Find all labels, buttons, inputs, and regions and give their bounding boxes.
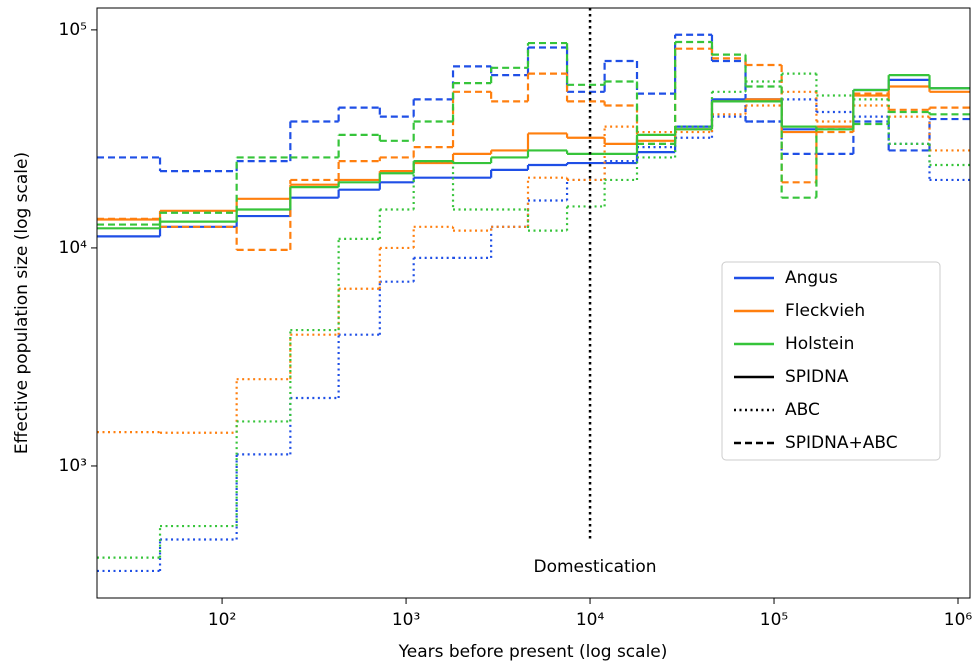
x-axis-label: Years before present (log scale) (398, 642, 668, 662)
plot-frame (96, 7, 971, 599)
legend-label: ABC (785, 400, 820, 420)
y-tick-label: 10⁵ (59, 20, 87, 40)
legend-box (721, 261, 941, 461)
annotation-text: Domestication (533, 557, 656, 577)
legend-label: SPIDNA (785, 367, 849, 387)
legend-label: Holstein (785, 334, 854, 354)
legend-label: SPIDNA+ABC (785, 433, 898, 453)
y-axis-label: Effective population size (log scale) (12, 152, 32, 454)
y-tick-label: 10⁴ (59, 238, 88, 258)
legend-label: Angus (785, 268, 838, 288)
legend: Angus Fleckvieh Holstein SPIDNA ABC SPIDNA+AB… (721, 261, 941, 461)
x-tick-label: 10⁴ (576, 610, 605, 630)
legend-label: Fleckvieh (785, 301, 865, 321)
plot-area (97, 8, 970, 573)
x-tick-label: 10³ (392, 610, 420, 630)
x-tick-label: 10² (208, 610, 236, 630)
x-tick-label: 10⁵ (760, 610, 788, 630)
y-tick-label: 10³ (59, 456, 87, 476)
x-tick-label: 10⁶ (944, 610, 973, 630)
